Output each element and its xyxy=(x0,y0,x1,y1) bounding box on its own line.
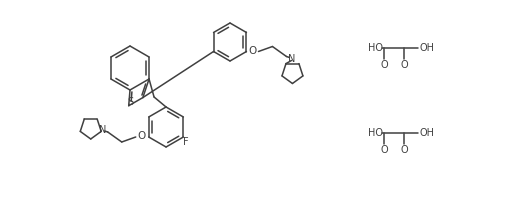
Text: OH: OH xyxy=(420,43,435,53)
Text: S: S xyxy=(128,97,134,107)
Text: HO: HO xyxy=(368,128,383,138)
Text: N: N xyxy=(99,125,106,135)
Text: F: F xyxy=(183,137,188,147)
Text: O: O xyxy=(248,47,257,57)
Text: O: O xyxy=(400,145,408,155)
Text: O: O xyxy=(380,145,388,155)
Text: O: O xyxy=(380,60,388,70)
Text: O: O xyxy=(137,131,146,141)
Text: O: O xyxy=(400,60,408,70)
Text: HO: HO xyxy=(368,43,383,53)
Text: N: N xyxy=(288,54,295,63)
Text: OH: OH xyxy=(420,128,435,138)
